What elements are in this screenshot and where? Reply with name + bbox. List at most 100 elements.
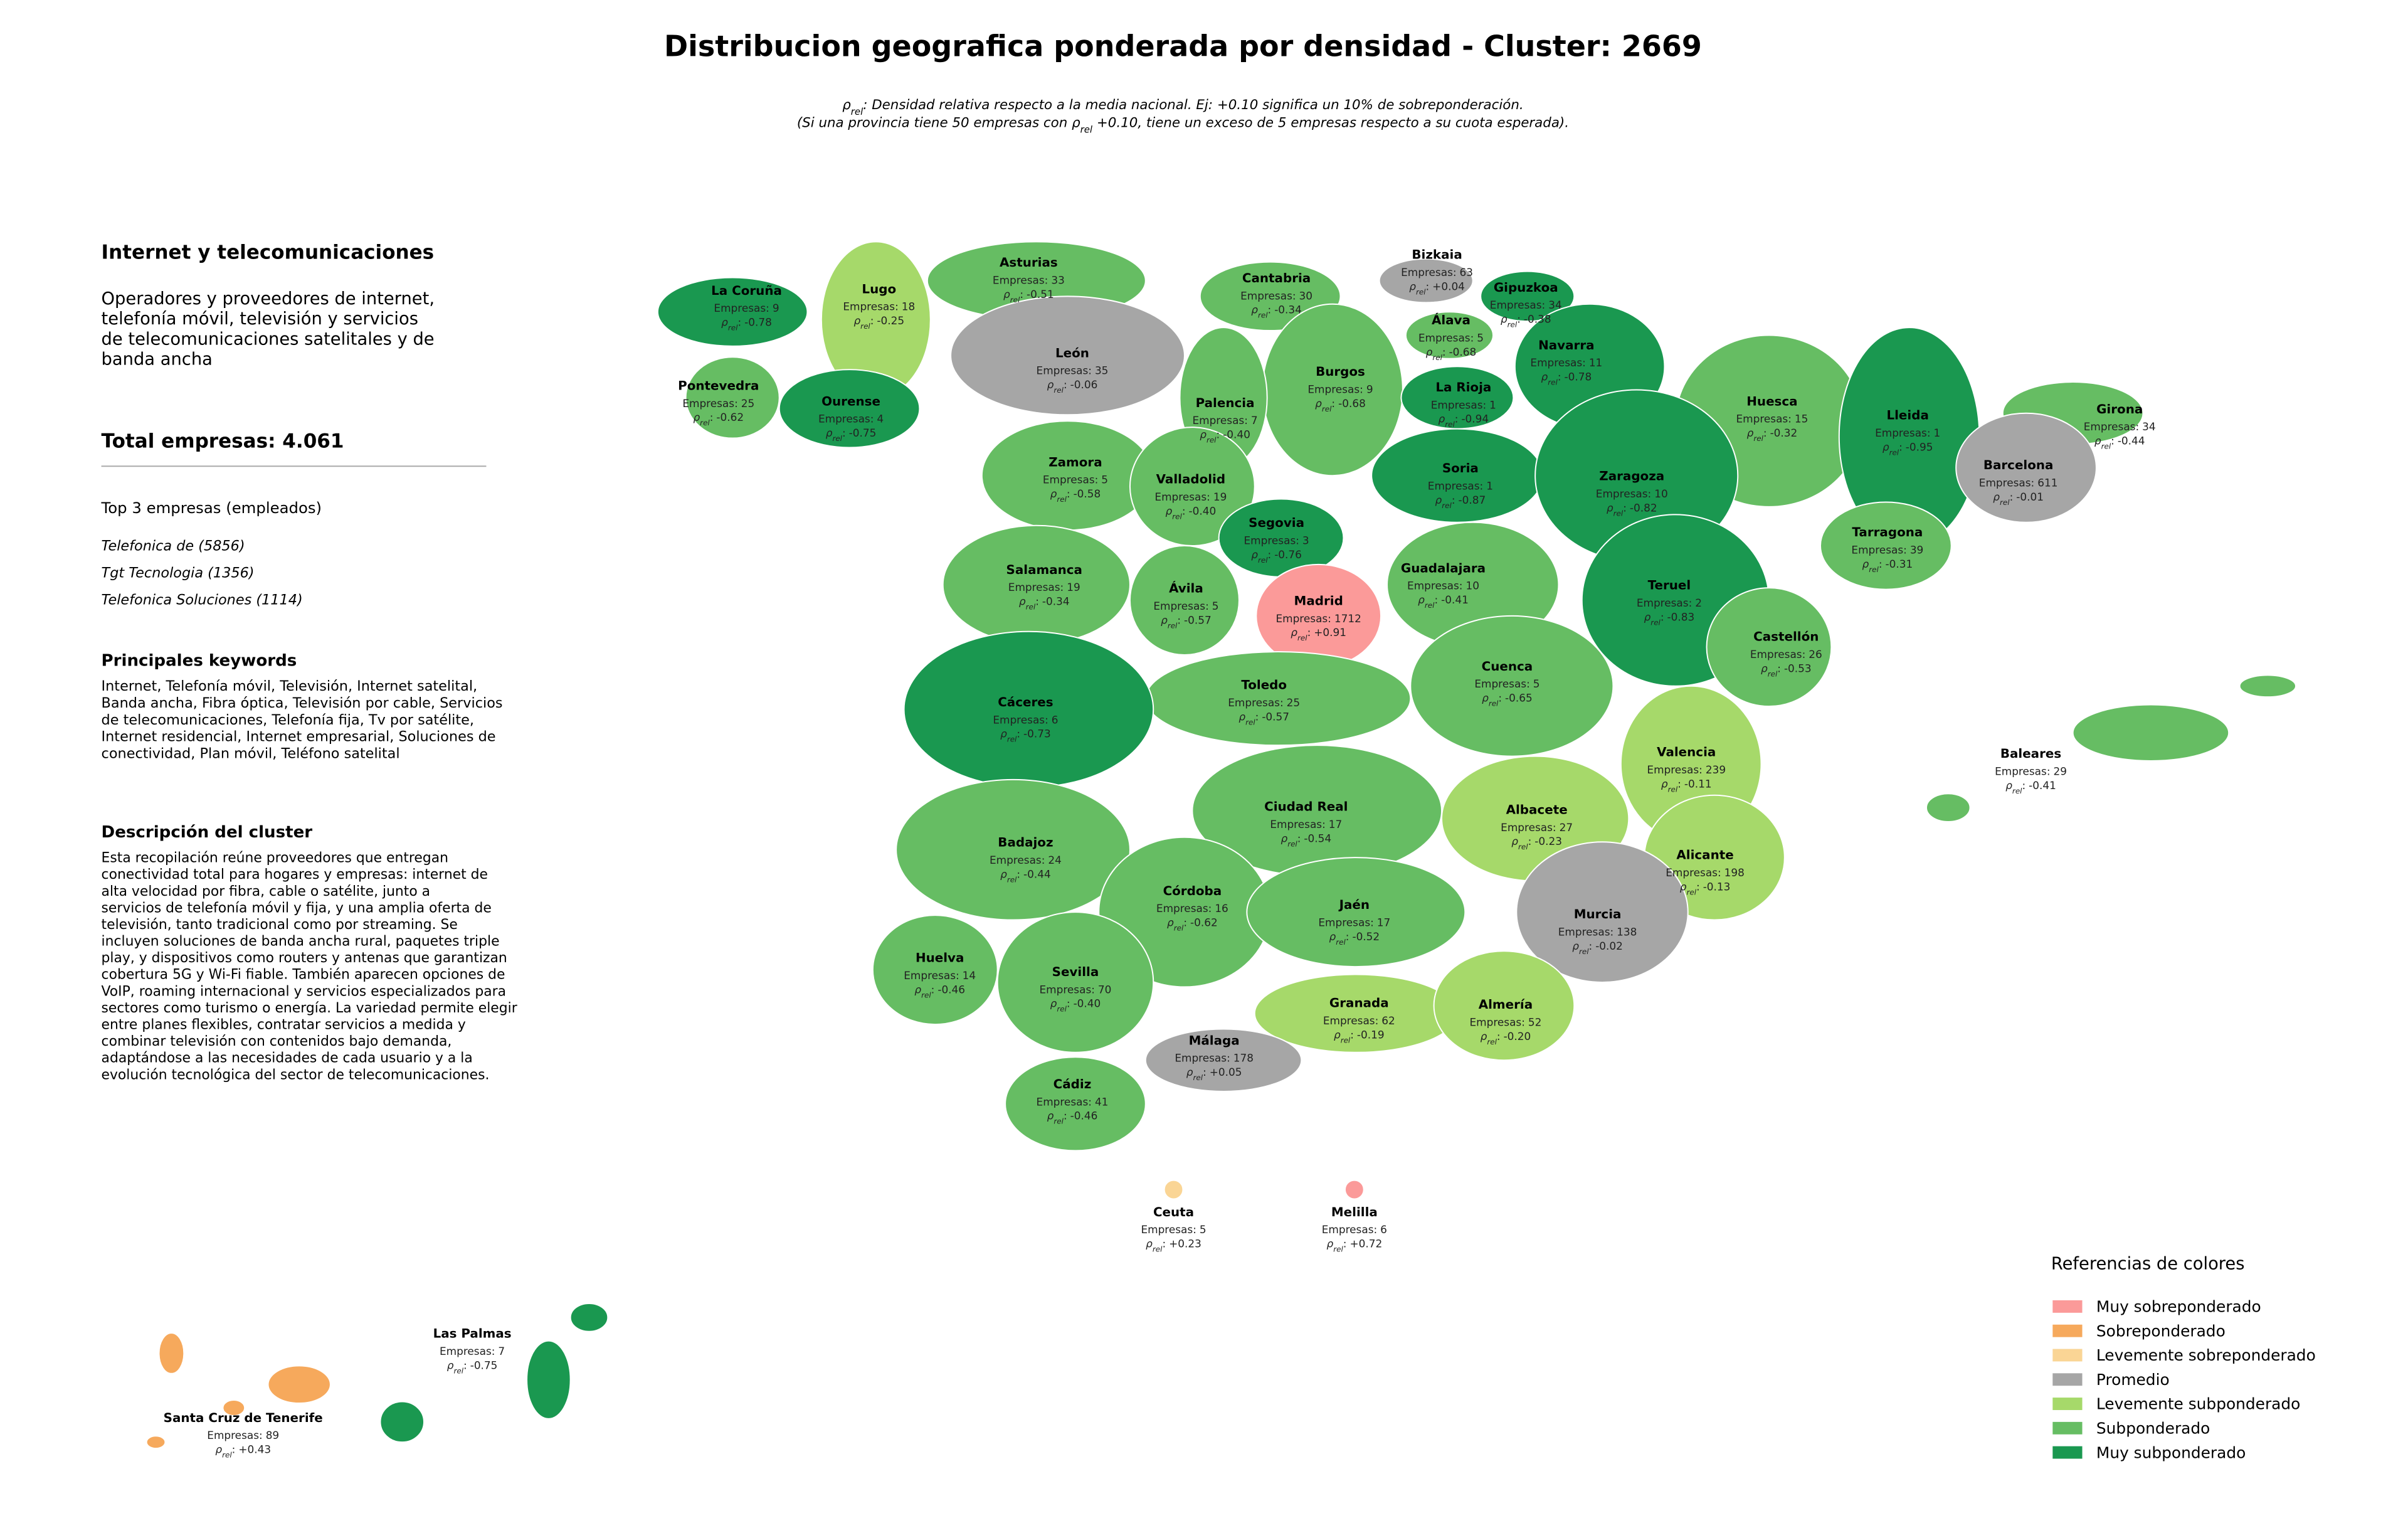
rho-colon: : [1696,880,1700,893]
province-shape [1163,1179,1184,1200]
province-companies: Empresas: 10 [1407,580,1479,592]
rho-colon: : [1434,593,1438,606]
companies-value: 52 [1528,1016,1542,1029]
companies-value: 26 [1809,648,1822,661]
rho-value: -0.46 [1070,1110,1098,1122]
province-rho: ρrel: -0.62 [693,411,744,427]
province-name: Bizkaia [1412,248,1462,262]
companies-value: 1 [1934,427,1941,439]
description-line: sectores como turismo o energía. La vari… [102,1000,517,1016]
companies-value: 30 [1299,289,1313,302]
rho-sub: rel [1010,295,1020,304]
rho-symbol: ρ [1315,397,1322,410]
rho-value: -0.87 [1458,494,1486,506]
province-name: Ávila [1169,581,1203,596]
keywords-line: Banda ancha, Fibra óptica, Televisión po… [102,695,503,711]
rho-symbol: ρ [721,316,728,329]
province-shape [1405,311,1494,359]
companies-value: 16 [1215,902,1228,915]
companies-label: Empresas: [1995,765,2050,777]
rho-sub: rel [2000,498,2010,507]
rho-colon: : [1558,371,1561,383]
province-rho: ρrel: -0.34 [1019,595,1070,611]
rho-value: -0.58 [1074,487,1101,500]
rho-symbol: ρ [447,1359,454,1371]
province-companies: Empresas: 19 [1154,491,1227,503]
rho-symbol: ρ [1426,346,1433,358]
province-name: Sevilla [1052,965,1099,979]
rho-colon: : [1452,494,1455,506]
province-rho: ρrel: -0.52 [1329,930,1380,947]
total: Total empresas: 4.061 [102,430,344,452]
province-companies: Empresas: 62 [1323,1014,1395,1027]
rho-value: -0.57 [1262,710,1289,723]
province-name: Soria [1442,461,1479,475]
companies-label: Empresas: [993,273,1048,286]
rho-colon: : [1498,692,1502,704]
legend-label: Levemente sobreponderado [2096,1346,2316,1364]
rho-sub: rel [1174,923,1184,932]
rho-colon: : [1183,916,1187,928]
rho-colon: : [1064,378,1067,391]
companies-value: 5 [1533,677,1540,690]
province-rho: ρrel: -0.94 [1438,413,1489,429]
companies-value: 14 [963,969,976,982]
rho-sub: rel [1007,875,1017,884]
legend-label: Muy sobreponderado [2096,1298,2261,1316]
rho-sub: rel [1007,735,1017,744]
province-rho: ρrel: +0.23 [1146,1237,1201,1253]
summary-line: telefonía móvil, televisión y servicios [102,309,418,329]
rho-sub: rel [1768,669,1778,678]
province-name: Toledo [1241,678,1287,692]
province-name: Murcia [1574,907,1622,921]
companies-label: Empresas: [1240,289,1296,302]
rho-symbol: ρ [1482,692,1489,704]
description-line: Esta recopilación reúne proveedores que … [102,851,448,866]
rho-value: -0.44 [2118,434,2145,447]
rho-value: -0.02 [1595,940,1623,952]
rho-colon: : [2010,491,2014,503]
companies-label: Empresas: [1322,1223,1377,1236]
rho-value: -0.51 [1027,288,1054,300]
province-name: Baleares [2000,746,2061,761]
legend-label: Subponderado [2096,1419,2210,1437]
rho-value: -0.34 [1274,304,1302,316]
province-shape [1344,1179,1365,1200]
summary-line: de telecomunicaciones satelitales y de [102,329,435,349]
province-rho: ρrel: +0.05 [1186,1066,1242,1082]
companies-label: Empresas: [1192,414,1247,427]
companies-label: Empresas: [1428,480,1483,492]
companies-value: 29 [2053,765,2067,777]
province-name: La Coruña [711,284,782,298]
province-name: Cuenca [1482,659,1533,674]
companies-label: Empresas: [818,413,874,425]
rho-sub: rel [860,322,870,331]
companies-label: Empresas: [1401,266,1456,279]
rho-symbol: ρ [1326,1237,1333,1249]
companies-value: 6 [1052,713,1059,726]
rho-colon: : [1017,728,1020,740]
rho-colon: : [1331,397,1335,410]
rho-colon: : [1528,835,1532,847]
province-shape [1480,270,1575,322]
companies-label: Empresas: [1736,413,1791,425]
rho-sub: rel [1057,495,1067,504]
province-name: Asturias [1000,255,1058,270]
rho-sub: rel [728,324,738,332]
description-heading: Descripción del cluster [102,823,313,842]
province-rho: ρrel: -0.41 [2005,779,2056,795]
rho-value: -0.32 [1770,427,1798,439]
province-name: Álava [1432,313,1471,327]
province-companies: Empresas: 3 [1244,534,1309,547]
rho-value: -0.31 [1885,558,1913,570]
province-shape [145,1435,166,1450]
rho-symbol: ρ [1251,304,1258,316]
rho-symbol: ρ [1418,593,1425,606]
rho-symbol: ρ [1003,288,1010,300]
rho-colon: : [1426,280,1430,292]
top-company: Telefonica de (5856) [102,538,245,554]
province-companies: Empresas: 24 [990,854,1062,866]
companies-label: Empresas: [1228,696,1283,709]
province-rho: ρrel: -0.95 [1883,440,1933,457]
companies-value: 1712 [1334,612,1361,625]
